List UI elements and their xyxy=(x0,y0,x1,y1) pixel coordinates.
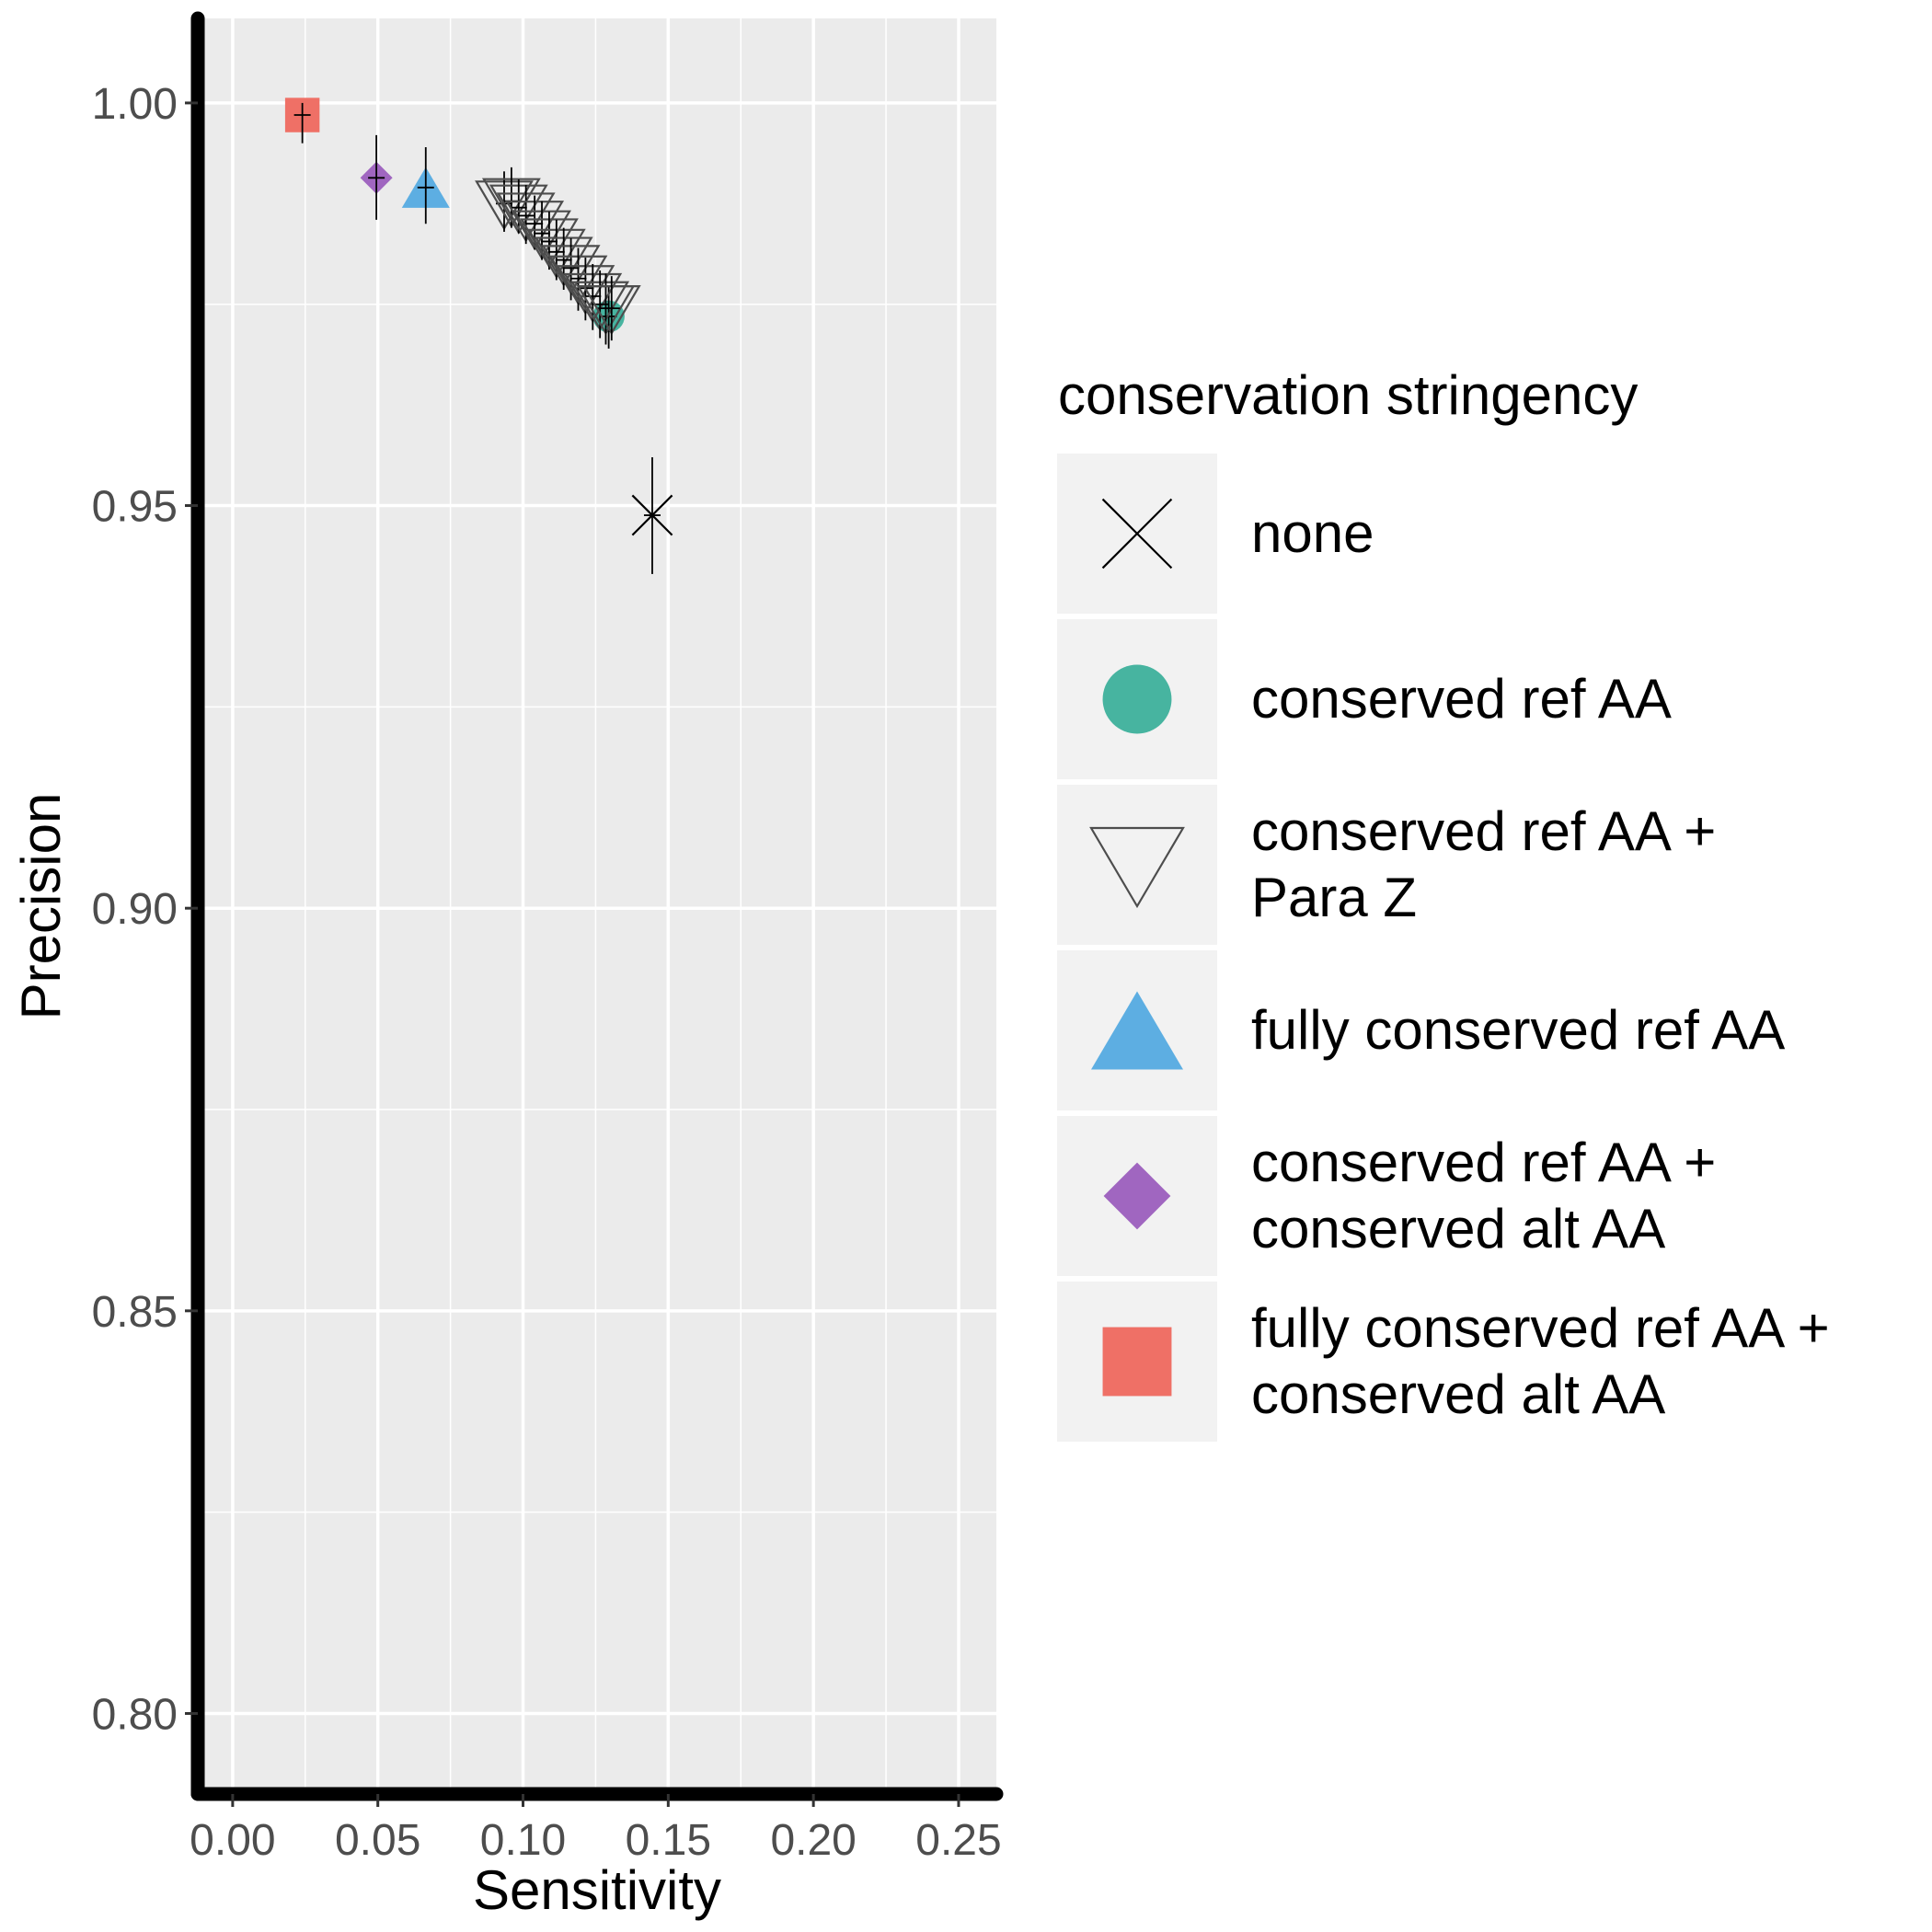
legend-item-none: none xyxy=(1057,454,1374,614)
y-tick-label: 0.85 xyxy=(92,1288,178,1337)
legend-label: conserved ref AA xyxy=(1251,668,1672,730)
data-points xyxy=(284,98,673,574)
legend-label: fully conserved ref AA xyxy=(1251,999,1785,1061)
legend-key-triangle-down-open-icon xyxy=(1089,826,1185,909)
y-tick-label: 1.00 xyxy=(92,80,178,129)
x-tick-label: 0.25 xyxy=(915,1816,1001,1865)
legend-item-cons_ref_paraz: conserved ref AA +Para Z xyxy=(1057,785,1716,945)
series-fully_cons_ref_cons_alt xyxy=(284,98,320,144)
legend-item-cons_ref_cons_alt: conserved ref AA +conserved alt AA xyxy=(1057,1116,1716,1276)
data-point xyxy=(631,457,673,574)
legend-key-triangle-up-icon xyxy=(1091,991,1183,1070)
legend-label: Para Z xyxy=(1251,867,1417,928)
marker-cross-stroke xyxy=(1101,498,1173,569)
legend-title: conservation stringency xyxy=(1058,364,1638,426)
legend-label: none xyxy=(1251,502,1374,564)
data-point xyxy=(581,276,641,341)
legend-item-fully_cons_ref: fully conserved ref AA xyxy=(1057,950,1785,1110)
legend-label: conserved alt AA xyxy=(1251,1363,1665,1425)
y-tick-label: 0.95 xyxy=(92,483,178,532)
marker-square xyxy=(1102,1327,1172,1397)
legend-key-cross-icon xyxy=(1101,498,1173,569)
data-point xyxy=(401,147,450,224)
legend-key-circle-icon xyxy=(1102,664,1172,734)
legend-label: conserved ref AA + xyxy=(1251,1132,1716,1193)
legend-label: conserved ref AA + xyxy=(1251,800,1716,862)
series-cons_ref_cons_alt xyxy=(360,134,393,220)
axes xyxy=(185,11,1004,1807)
data-point xyxy=(284,98,320,144)
x-tick-label: 0.20 xyxy=(770,1816,856,1865)
legend-item-cons_ref: conserved ref AA xyxy=(1057,619,1672,779)
x-tick-label: 0.00 xyxy=(190,1816,275,1865)
y-axis-title: Precision xyxy=(10,793,72,1020)
marker-diamond xyxy=(1103,1162,1171,1230)
legend-item-fully_cons_ref_cons_alt: fully conserved ref AA +conserved alt AA xyxy=(1057,1282,1830,1442)
data-point xyxy=(489,179,548,235)
legend-label: conserved alt AA xyxy=(1251,1198,1665,1259)
x-axis-title: Sensitivity xyxy=(473,1859,721,1921)
y-tick-label: 0.90 xyxy=(92,885,178,934)
x-tick-label: 0.15 xyxy=(626,1816,711,1865)
x-tick-label: 0.10 xyxy=(480,1816,566,1865)
legend-key-background xyxy=(1057,785,1217,945)
x-tick-label: 0.05 xyxy=(335,1816,420,1865)
marker-triangle-down-open xyxy=(1089,826,1185,909)
y-tick-label: 0.80 xyxy=(92,1690,178,1739)
legend: conservation stringency none conserved re… xyxy=(1057,364,1830,1442)
gridlines xyxy=(198,18,996,1794)
tick-labels: 0.80 0.85 0.90 0.95 1.00 0.00 0.05 0.10 0.15 0.20… xyxy=(92,80,1002,1865)
series-cons_ref_paraz xyxy=(475,167,641,345)
marker-circle xyxy=(1102,664,1172,734)
legend-label: fully conserved ref AA + xyxy=(1251,1297,1830,1359)
series-fully_cons_ref xyxy=(401,147,450,224)
legend-key-diamond-icon xyxy=(1103,1162,1171,1230)
data-point xyxy=(360,134,393,220)
panel-background xyxy=(198,18,996,1794)
marker-triangle-up xyxy=(1091,991,1183,1070)
plot-panel xyxy=(198,18,996,1794)
series-none xyxy=(631,457,673,574)
legend-key-square-icon xyxy=(1102,1327,1172,1397)
